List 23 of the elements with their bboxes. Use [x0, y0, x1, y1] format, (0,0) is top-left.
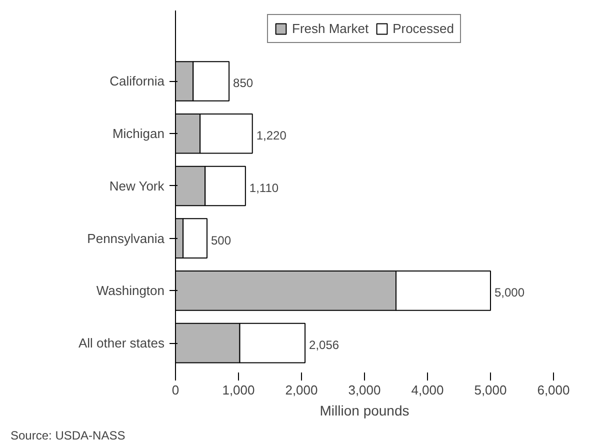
x-tick-label: 3,000: [348, 382, 381, 398]
y-tick-label: Washington: [96, 283, 165, 298]
total-label: 2,056: [309, 338, 340, 352]
x-axis-title: Million pounds: [320, 402, 410, 418]
total-label: 1,220: [256, 128, 287, 143]
x-tick-label: 6,000: [537, 382, 570, 398]
x-tick-label: 2,000: [285, 382, 318, 398]
legend-label: Processed: [392, 21, 454, 36]
x-tick-label: 0: [172, 382, 180, 398]
total-label: 850: [233, 76, 254, 90]
y-tick-label: Pennsylvania: [87, 230, 166, 246]
y-tick-label: Michigan: [112, 126, 165, 142]
x-tick-label: 5,000: [474, 382, 507, 398]
total-label: 5,000: [494, 286, 525, 300]
x-tick-label: 4,000: [411, 382, 444, 398]
y-tick-label: New York: [109, 178, 165, 194]
y-tick-label: California: [110, 74, 166, 89]
total-label: 500: [211, 233, 232, 248]
source-note: Source: USDA-NASS: [10, 428, 126, 442]
y-tick-label: All other states: [78, 336, 165, 351]
legend-label: Fresh Market: [292, 21, 369, 36]
x-tick-label: 1,000: [222, 382, 255, 398]
total-label: 1,110: [249, 180, 279, 195]
